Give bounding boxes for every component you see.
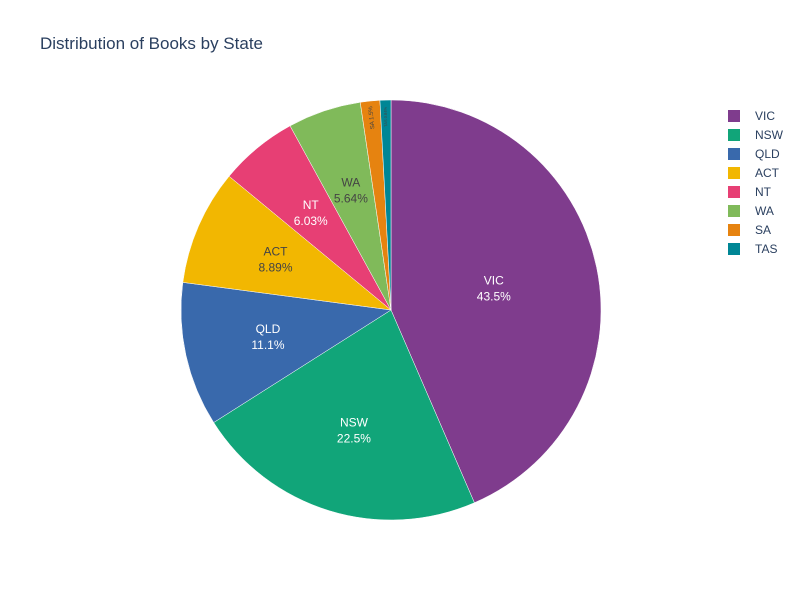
pie-slice-tas[interactable] [379, 99, 392, 311]
slice-label-nsw: NSW [340, 415, 369, 429]
slice-label-act: ACT [264, 245, 289, 259]
slice-percent-vic: 43.5% [477, 290, 511, 304]
slice-percent-nt: 6.03% [294, 214, 328, 228]
slice-percent-act: 8.89% [258, 261, 292, 275]
pie-slice-act[interactable] [182, 175, 392, 311]
pie-slices [180, 99, 602, 521]
legend-item-wa[interactable]: WA [728, 201, 783, 220]
slice-label-qld: QLD [256, 322, 281, 336]
slice-label-sa: SA 1.5% [368, 105, 376, 129]
slice-percent-wa: 5.64% [334, 192, 368, 206]
legend-label: NSW [755, 127, 783, 142]
legend-swatch [728, 147, 740, 160]
pie-slice-nsw[interactable] [213, 309, 475, 521]
legend-item-sa[interactable]: SA [728, 220, 783, 239]
legend: VIC NSW QLD ACT NT WA SA TAS [728, 106, 783, 258]
legend-swatch [728, 109, 740, 122]
pie-slice-qld[interactable] [180, 282, 392, 423]
legend-item-act[interactable]: ACT [728, 163, 783, 182]
legend-item-nsw[interactable]: NSW [728, 125, 783, 144]
legend-item-qld[interactable]: QLD [728, 144, 783, 163]
legend-label: ACT [755, 165, 779, 180]
legend-label: SA [755, 222, 772, 237]
legend-swatch [728, 204, 740, 217]
legend-item-nt[interactable]: NT [728, 182, 783, 201]
slice-label-nt: NT [303, 198, 320, 212]
slice-percent-qld: 11.1% [251, 338, 284, 352]
legend-label: NT [755, 184, 771, 199]
legend-swatch [728, 166, 740, 179]
slice-label-tas: TAS 0.84% [383, 106, 389, 127]
slice-label-wa: WA [341, 176, 360, 190]
slice-label-vic: VIC [484, 274, 504, 288]
chart-title: Distribution of Books by State [40, 34, 264, 53]
legend-swatch [728, 128, 740, 141]
legend-label: WA [755, 203, 774, 218]
pie-labels: VIC 43.5% NSW 22.5% QLD 11.1% ACT 8.89% NT 6.03% W… [251, 105, 511, 445]
slice-percent-nsw: 22.5% [337, 431, 371, 445]
legend-swatch [728, 223, 740, 236]
pie-slice-vic[interactable] [390, 99, 602, 504]
legend-label: TAS [755, 241, 778, 256]
legend-item-tas[interactable]: TAS [728, 239, 783, 258]
legend-item-vic[interactable]: VIC [728, 106, 783, 125]
legend-label: QLD [755, 146, 780, 161]
legend-swatch [728, 185, 740, 198]
legend-swatch [728, 242, 740, 255]
legend-label: VIC [755, 108, 776, 123]
